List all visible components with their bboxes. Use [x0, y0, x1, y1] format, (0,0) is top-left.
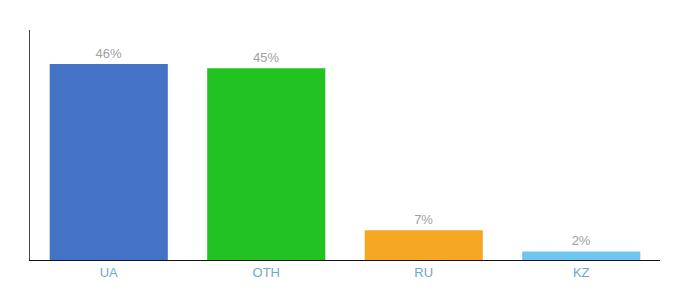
svg-text:UA: UA	[100, 265, 118, 280]
svg-text:KZ: KZ	[573, 265, 590, 280]
svg-text:7%: 7%	[414, 212, 433, 227]
svg-text:46%: 46%	[96, 46, 122, 61]
svg-text:RU: RU	[414, 265, 433, 280]
svg-text:OTH: OTH	[253, 265, 280, 280]
svg-text:2%: 2%	[572, 233, 591, 248]
svg-text:45%: 45%	[253, 50, 279, 65]
